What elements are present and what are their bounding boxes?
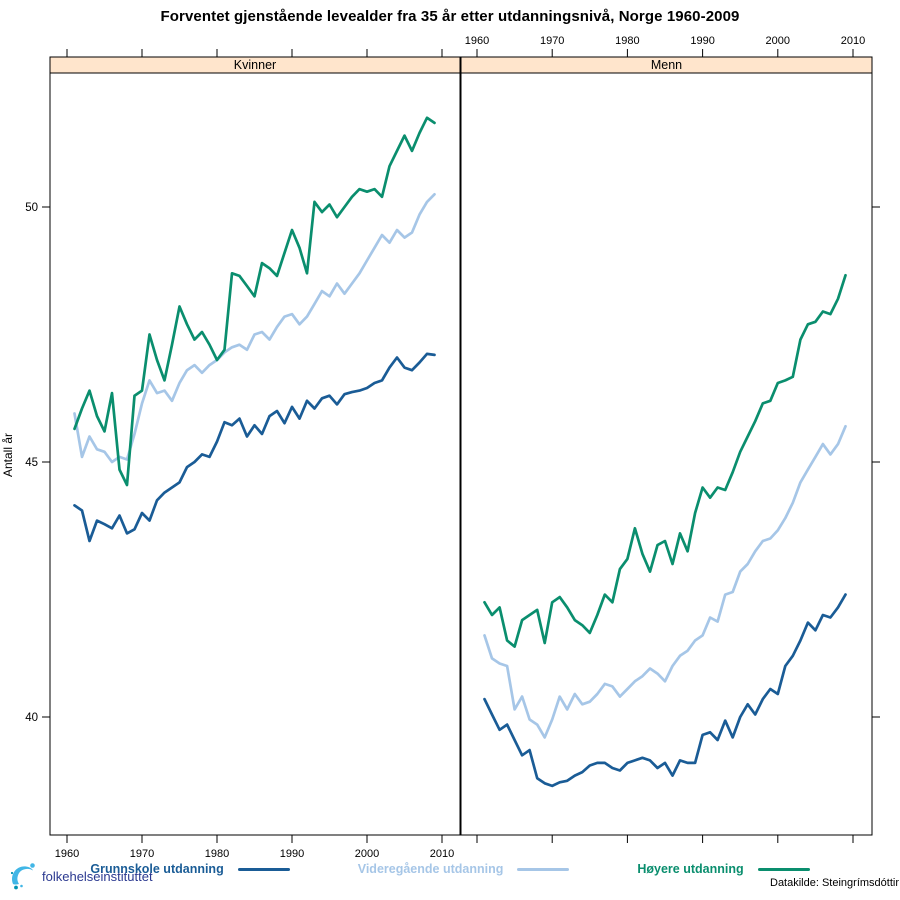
y-tick-label: 45 [25, 457, 38, 469]
legend-label-videregaende: Videregående utdanning [357, 862, 504, 876]
series-line-kvinner-grunnskole-utdanning [73, 352, 436, 543]
x-tick-label-top: 1990 [690, 35, 714, 47]
panel-border-kvinner [49, 72, 461, 836]
legend: Grunnskole utdanning Videregående utdann… [0, 862, 900, 876]
strip-label-menn: Menn [651, 58, 682, 72]
x-tick-label-top: 1970 [540, 35, 564, 47]
x-tick-label-top: 2010 [841, 35, 865, 47]
x-tick-label-bottom: 2000 [355, 848, 379, 860]
x-tick-label-bottom: 1980 [205, 848, 229, 860]
y-tick-label: 40 [25, 712, 38, 724]
x-tick-label-top: 2000 [766, 35, 790, 47]
legend-item-videregaende: Videregående utdanning [358, 862, 570, 876]
logo-text: folkehelseinstituttet [42, 868, 153, 884]
legend-line-swatch-videregaende [517, 867, 570, 871]
x-tick-label-bottom: 1970 [130, 848, 154, 860]
x-tick-label-bottom: 1990 [280, 848, 304, 860]
y-axis-label: Antall år [1, 432, 15, 478]
x-tick-label-bottom: 2010 [430, 848, 454, 860]
x-tick-label-top: 1980 [615, 35, 639, 47]
y-tick-label: 50 [25, 202, 38, 214]
series-line-kvinner-hoyere-utdanning [73, 116, 436, 487]
chart-title: Forventet gjenstående levealder fra 35 å… [160, 8, 740, 25]
x-tick-label-bottom: 1960 [55, 848, 79, 860]
logo-swirl-icon [10, 863, 35, 890]
panel-border-menn [460, 72, 873, 836]
series-line-menn-hoyere-utdanning [483, 273, 847, 648]
series-line-menn-videregaende-utdanning [483, 424, 847, 739]
series-line-menn-grunnskole-utdanning [483, 593, 847, 788]
legend-item-hoyere: Høyere utdanning [637, 862, 810, 876]
x-tick-label-top: 1960 [465, 35, 489, 47]
series-line-kvinner-videregaende-utdanning [73, 192, 436, 464]
legend-line-swatch-hoyere [757, 867, 810, 871]
strip-label-kvinner: Kvinner [234, 58, 276, 72]
legend-label-grunnskole: Grunnskole utdanning [90, 862, 224, 876]
legend-label-hoyere: Høyere utdanning [637, 862, 744, 876]
folkehelseinstituttet-logo: folkehelseinstituttet [8, 860, 153, 892]
legend-item-grunnskole: Grunnskole utdanning [90, 862, 290, 876]
legend-line-swatch-grunnskole [237, 867, 290, 871]
data-source-note: Datakilde: Steingrímsdóttir [770, 877, 899, 889]
